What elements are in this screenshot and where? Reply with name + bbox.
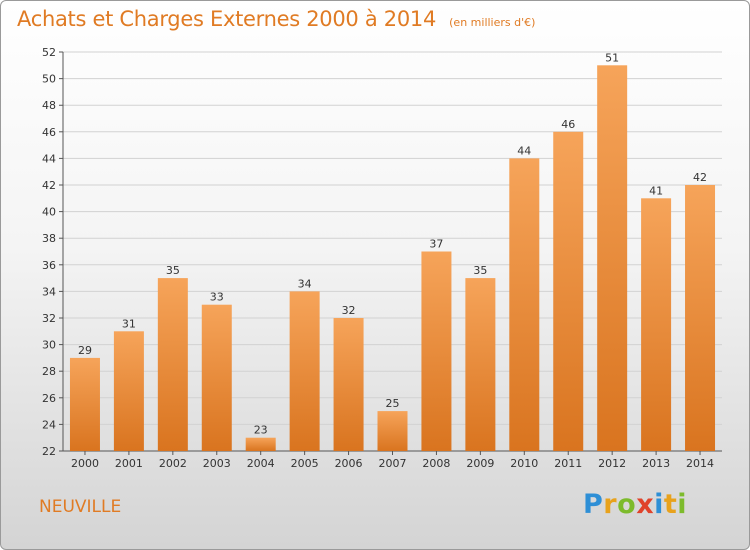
y-tick-label: 44 xyxy=(42,152,56,165)
x-tick-label: 2002 xyxy=(159,457,187,470)
bar-value-label: 34 xyxy=(298,277,312,290)
bar-value-label: 42 xyxy=(693,171,707,184)
x-tick-label: 2004 xyxy=(247,457,275,470)
logo-letter: x xyxy=(636,489,655,520)
bar-value-label: 51 xyxy=(605,51,619,64)
x-tick-label: 2014 xyxy=(686,457,714,470)
logo-letter: i xyxy=(677,489,688,520)
labels: 22 24 26 28 30 32 34 36 38 40 42 44 46 48 50 52 29 2000 31… xyxy=(42,46,714,470)
bar-2009 xyxy=(465,278,496,451)
bar-2000 xyxy=(69,357,100,451)
bar-2003 xyxy=(201,304,232,451)
logo-letter: t xyxy=(663,489,678,520)
chart-title: Achats et Charges Externes 2000 à 2014 xyxy=(17,7,437,31)
bar-2010 xyxy=(509,158,540,451)
x-tick-label: 2009 xyxy=(466,457,494,470)
bar-2005 xyxy=(289,291,320,451)
bar-2004 xyxy=(245,437,276,451)
x-tick-label: 2000 xyxy=(71,457,99,470)
y-tick-label: 48 xyxy=(42,99,56,112)
bar-value-label: 31 xyxy=(122,317,136,330)
x-tick-label: 2005 xyxy=(291,457,319,470)
bar-value-label: 29 xyxy=(78,344,92,357)
proxiti-logo: Proxiti xyxy=(583,489,687,520)
x-tick-label: 2013 xyxy=(642,457,670,470)
y-tick-label: 40 xyxy=(42,206,56,219)
x-tick-label: 2001 xyxy=(115,457,143,470)
bar-value-label: 37 xyxy=(429,238,443,251)
bar-value-label: 44 xyxy=(517,144,531,157)
y-tick-label: 24 xyxy=(42,418,56,431)
bar-2014 xyxy=(685,185,716,451)
y-tick-label: 50 xyxy=(42,73,56,86)
logo-letter: P xyxy=(583,489,604,520)
bar-2012 xyxy=(597,65,628,452)
y-tick-label: 42 xyxy=(42,179,56,192)
x-tick-label: 2011 xyxy=(554,457,582,470)
bar-2002 xyxy=(157,278,188,451)
bar-value-label: 46 xyxy=(561,118,575,131)
logo-letter: i xyxy=(654,489,664,520)
y-tick-label: 32 xyxy=(42,312,56,325)
y-tick-label: 22 xyxy=(42,445,56,458)
bar-2008 xyxy=(421,251,452,451)
bars xyxy=(69,65,716,452)
y-tick-label: 46 xyxy=(42,126,56,139)
y-tick-label: 26 xyxy=(42,392,56,405)
chart-subtitle: (en milliers d'€) xyxy=(449,16,536,29)
x-tick-label: 2010 xyxy=(510,457,538,470)
bar-2011 xyxy=(553,131,584,452)
bar-value-label: 32 xyxy=(342,304,356,317)
bar-value-label: 33 xyxy=(210,291,224,304)
y-tick-label: 52 xyxy=(42,46,56,59)
x-tick-label: 2012 xyxy=(598,457,626,470)
x-tick-label: 2007 xyxy=(379,457,407,470)
bar-value-label: 35 xyxy=(473,264,487,277)
logo-letter: r xyxy=(603,489,618,520)
y-tick-label: 38 xyxy=(42,232,56,245)
logo-letter: o xyxy=(617,489,637,520)
y-tick-label: 34 xyxy=(42,285,56,298)
y-tick-label: 28 xyxy=(42,365,56,378)
bar-value-label: 41 xyxy=(649,184,663,197)
bar-value-label: 35 xyxy=(166,264,180,277)
y-tick-label: 30 xyxy=(42,339,56,352)
x-tick-label: 2006 xyxy=(335,457,363,470)
bar-2001 xyxy=(113,331,144,451)
bar-2013 xyxy=(641,198,672,451)
bar-value-label: 25 xyxy=(386,397,400,410)
bar-2006 xyxy=(333,318,364,451)
x-tick-label: 2008 xyxy=(422,457,450,470)
x-tick-label: 2003 xyxy=(203,457,231,470)
title-row: Achats et Charges Externes 2000 à 2014 (… xyxy=(17,7,535,31)
bar-2007 xyxy=(377,411,408,451)
bar-value-label: 23 xyxy=(254,424,268,437)
commune-name: NEUVILLE xyxy=(39,497,122,517)
y-tick-label: 36 xyxy=(42,259,56,272)
